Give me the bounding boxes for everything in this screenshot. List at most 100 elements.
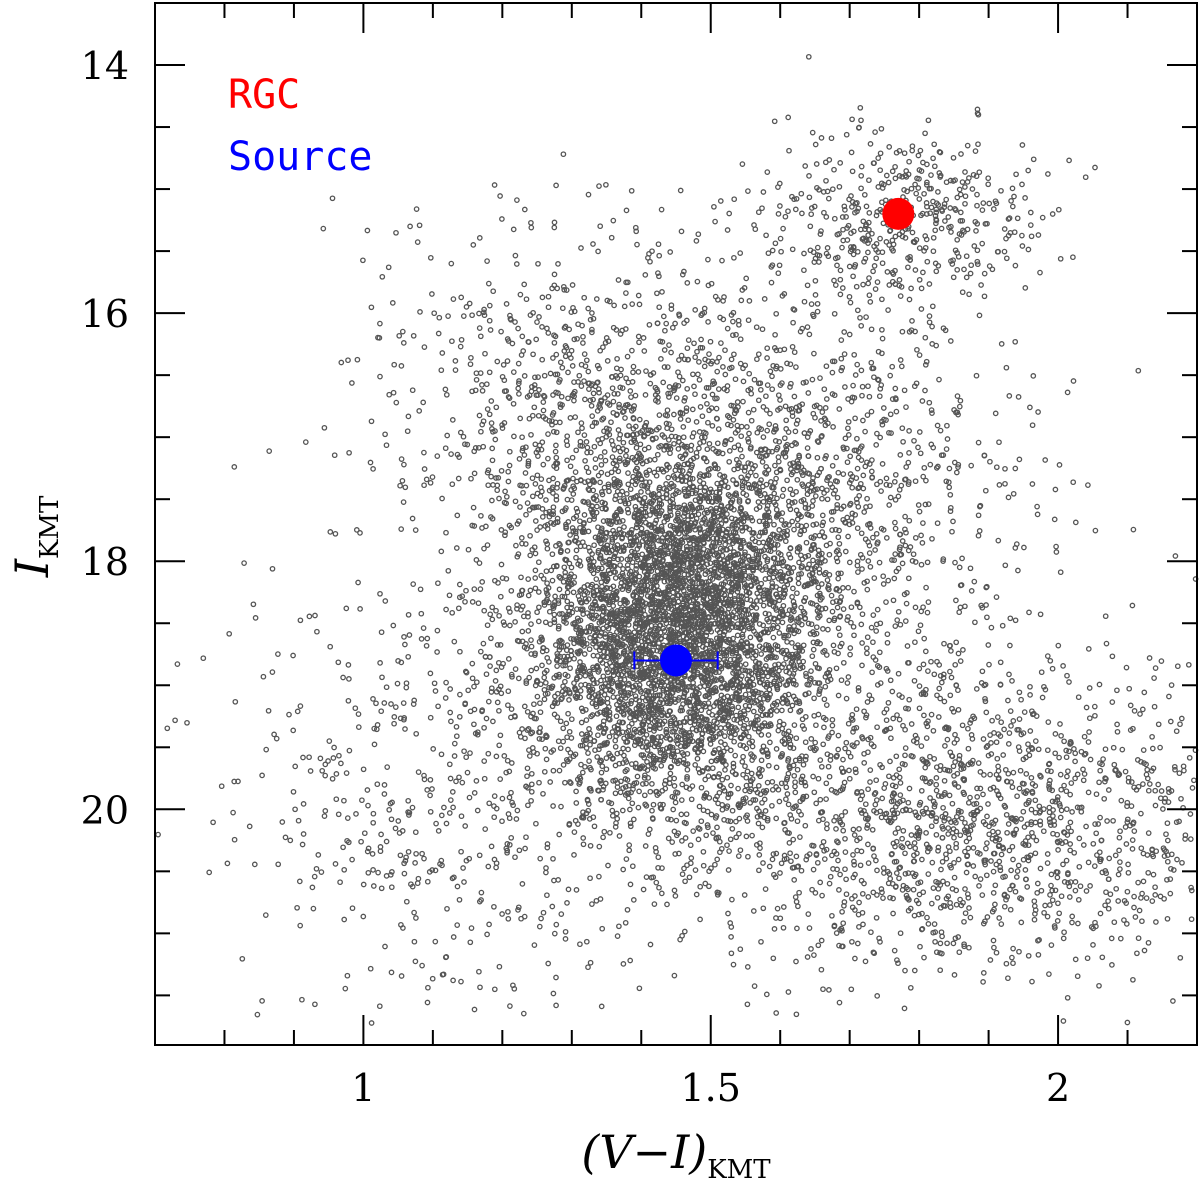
field-star [446, 810, 453, 816]
field-star [521, 281, 528, 288]
field-star [864, 650, 870, 657]
field-star [955, 706, 962, 713]
field-star [868, 326, 875, 333]
field-star [739, 161, 746, 167]
field-star [319, 767, 326, 774]
field-star [435, 330, 442, 337]
field-star [696, 359, 702, 365]
field-star [287, 837, 294, 844]
field-star [295, 817, 302, 824]
field-star [980, 791, 986, 798]
field-star [553, 496, 560, 503]
field-star [415, 875, 422, 882]
field-star [926, 281, 933, 287]
field-star [821, 490, 827, 496]
field-star [398, 526, 405, 532]
field-star [512, 854, 518, 861]
field-star [432, 867, 439, 874]
field-star [427, 254, 434, 261]
field-star [842, 384, 848, 390]
field-star [251, 861, 258, 868]
field-star [609, 812, 616, 819]
field-star [1103, 640, 1110, 647]
field-star [1056, 462, 1063, 468]
field-star [701, 393, 708, 400]
field-star [702, 776, 709, 783]
field-star [889, 168, 896, 175]
field-star [828, 135, 835, 142]
field-star [835, 469, 842, 476]
field-star [608, 419, 614, 426]
field-star [1058, 786, 1065, 793]
field-star [773, 310, 780, 317]
field-star [868, 696, 875, 703]
field-star [403, 898, 410, 905]
field-star [921, 954, 927, 961]
field-star [263, 746, 270, 753]
field-star [566, 697, 572, 703]
field-star [704, 400, 710, 407]
field-star [1069, 913, 1076, 920]
field-star [1047, 822, 1054, 828]
field-star [444, 905, 450, 912]
field-star [869, 669, 875, 676]
field-star [614, 355, 620, 362]
field-star [933, 815, 940, 821]
field-star [911, 437, 917, 444]
field-star [906, 450, 912, 456]
field-star [406, 812, 412, 818]
field-star [829, 912, 835, 919]
field-star [499, 425, 506, 431]
field-star [1158, 788, 1165, 794]
field-star [478, 889, 485, 896]
field-star [874, 606, 881, 613]
field-star [468, 475, 474, 482]
field-star [600, 673, 607, 680]
field-star [532, 374, 538, 381]
field-star [1136, 907, 1143, 914]
field-star [466, 794, 473, 801]
field-star [412, 958, 419, 965]
field-star [780, 924, 787, 931]
field-star [803, 379, 809, 385]
field-star [996, 482, 1003, 488]
field-star [743, 833, 750, 840]
field-star [1046, 786, 1053, 793]
field-star [624, 906, 631, 913]
field-star [1081, 771, 1088, 777]
field-star [555, 625, 562, 632]
field-star [446, 761, 453, 768]
field-star [1027, 683, 1033, 690]
field-star [818, 581, 825, 587]
field-star [541, 674, 548, 681]
field-star [933, 220, 939, 227]
field-star [741, 892, 748, 898]
field-star [338, 760, 344, 767]
field-star [392, 825, 399, 832]
field-star [626, 423, 632, 429]
field-star [957, 397, 964, 404]
field-star [728, 934, 734, 940]
field-star [955, 687, 961, 694]
field-star [615, 277, 622, 283]
field-star [842, 849, 849, 855]
field-star [759, 799, 765, 806]
field-star [822, 683, 829, 690]
field-star [598, 489, 605, 495]
field-star [624, 556, 631, 563]
field-star [544, 580, 550, 587]
field-star [545, 960, 552, 967]
field-star [745, 724, 752, 731]
field-star [923, 735, 930, 741]
field-star [843, 214, 849, 220]
field-star [514, 602, 520, 608]
field-star [567, 415, 574, 421]
field-star [1027, 728, 1034, 734]
field-star [550, 803, 556, 809]
field-star [391, 714, 398, 720]
field-star [470, 504, 477, 511]
field-star [468, 925, 475, 931]
field-star [525, 628, 532, 634]
field-star [858, 117, 864, 124]
field-star [731, 738, 737, 745]
